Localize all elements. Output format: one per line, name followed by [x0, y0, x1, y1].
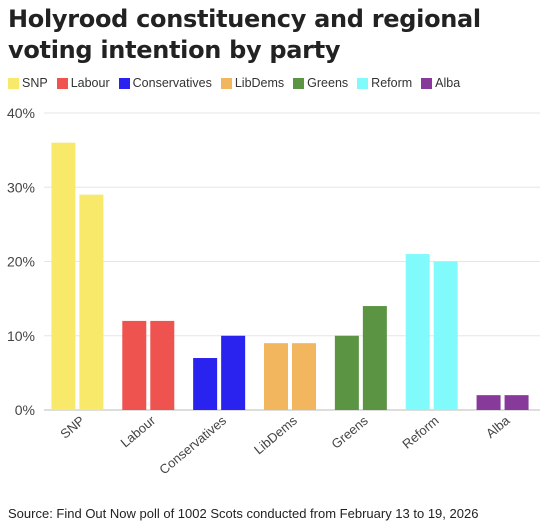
legend-label: Greens: [307, 76, 349, 90]
legend-swatch: [293, 77, 305, 89]
bar-labour-2: [150, 320, 175, 410]
bar-snp-2: [79, 194, 104, 410]
legend-label: Labour: [70, 76, 110, 90]
legend-item-alba: Alba: [421, 76, 460, 90]
legend-swatch: [56, 77, 68, 89]
y-tick-label: 0%: [15, 402, 35, 418]
legend-item-labour: Labour: [56, 76, 110, 90]
bar-labour-1: [122, 320, 147, 410]
bar-reform-1: [405, 254, 430, 410]
legend-item-reform: Reform: [357, 76, 412, 90]
bar-conservatives-2: [221, 335, 246, 410]
y-tick-label: 30%: [7, 179, 35, 195]
x-tick-label: Greens: [328, 412, 371, 451]
y-tick-label: 20%: [7, 254, 35, 270]
source-note: Source: Find Out Now poll of 1002 Scots …: [8, 506, 479, 521]
legend-swatch: [357, 77, 369, 89]
x-tick-label: LibDems: [251, 412, 300, 457]
legend-swatch: [118, 77, 130, 89]
bar-conservatives-1: [193, 358, 218, 410]
legend-label: Reform: [371, 76, 413, 90]
y-tick-label: 10%: [7, 328, 35, 344]
bar-snp-1: [51, 142, 76, 410]
legend-item-greens: Greens: [293, 76, 348, 90]
legend-swatch: [220, 77, 232, 89]
bar-libdems-2: [292, 343, 316, 410]
bar-alba-2: [504, 395, 529, 410]
chart-title: Holyrood constituency and regional votin…: [8, 5, 481, 64]
x-tick-label: Reform: [399, 413, 441, 452]
bar-greens-2: [362, 306, 387, 410]
legend-swatch: [421, 77, 433, 89]
x-tick-label: Labour: [118, 412, 159, 450]
x-tick-label: SNP: [57, 413, 87, 442]
x-tick-label: Alba: [483, 412, 513, 441]
bar-reform-2: [433, 261, 458, 410]
legend-label: Alba: [435, 76, 461, 90]
legend-swatch: [8, 77, 19, 89]
legend-label: LibDems: [234, 76, 285, 90]
bar-libdems-1: [264, 343, 288, 410]
legend-item-conservatives: Conservatives: [118, 76, 212, 90]
legend-label: SNP: [22, 76, 48, 90]
bar-alba-1: [476, 395, 501, 410]
y-tick-label: 40%: [7, 105, 35, 121]
x-tick-label: Conservatives: [156, 412, 229, 477]
legend: SNP Labour Conservatives LibDems Greens Refor…: [8, 76, 460, 90]
legend-label: Conservatives: [132, 76, 212, 90]
bar-greens-1: [334, 335, 359, 410]
legend-item-snp: SNP: [8, 76, 48, 90]
legend-item-libdems: LibDems: [220, 76, 285, 90]
